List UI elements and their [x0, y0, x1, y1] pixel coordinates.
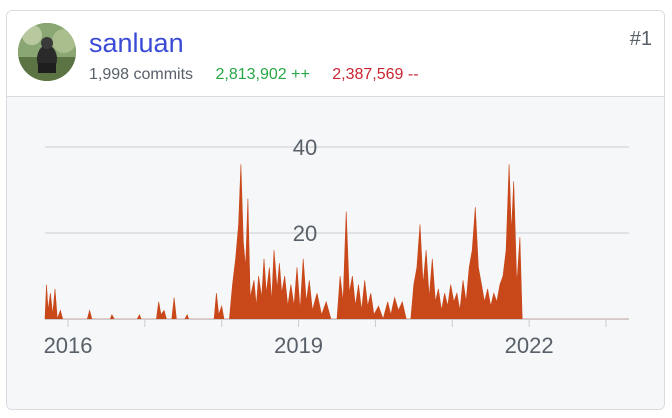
- grid-lines: [45, 146, 629, 234]
- avatar-image: [18, 23, 76, 81]
- avatar[interactable]: [18, 23, 76, 81]
- contribution-chart-svg: 20 40 2016 2019 2022: [44, 135, 629, 358]
- tick-labels: 20 40 2016 2019 2022: [44, 135, 554, 358]
- contributor-card: sanluan 1,998 commits 2,813,902 ++ 2,387…: [6, 10, 665, 410]
- contribution-chart: 20 40 2016 2019 2022: [7, 97, 664, 409]
- commit-stats: 1,998 commits 2,813,902 ++ 2,387,569 --: [89, 65, 419, 85]
- y-tick-label: 20: [293, 221, 317, 246]
- card-header: sanluan 1,998 commits 2,813,902 ++ 2,387…: [7, 11, 664, 97]
- y-tick-label: 40: [293, 135, 317, 160]
- commit-count: 1,998 commits: [89, 66, 194, 83]
- x-tick-label: 2022: [505, 333, 554, 358]
- contribution-area: [44, 164, 629, 321]
- username-link[interactable]: sanluan: [89, 28, 184, 58]
- rank-badge: #1: [629, 28, 652, 50]
- x-tick-label: 2019: [274, 333, 323, 358]
- area-layer: [44, 164, 629, 321]
- x-axis: [45, 319, 629, 327]
- additions-count: 2,813,902 ++: [215, 66, 310, 83]
- x-tick-label: 2016: [44, 333, 93, 358]
- deletions-count: 2,387,569 --: [332, 66, 419, 83]
